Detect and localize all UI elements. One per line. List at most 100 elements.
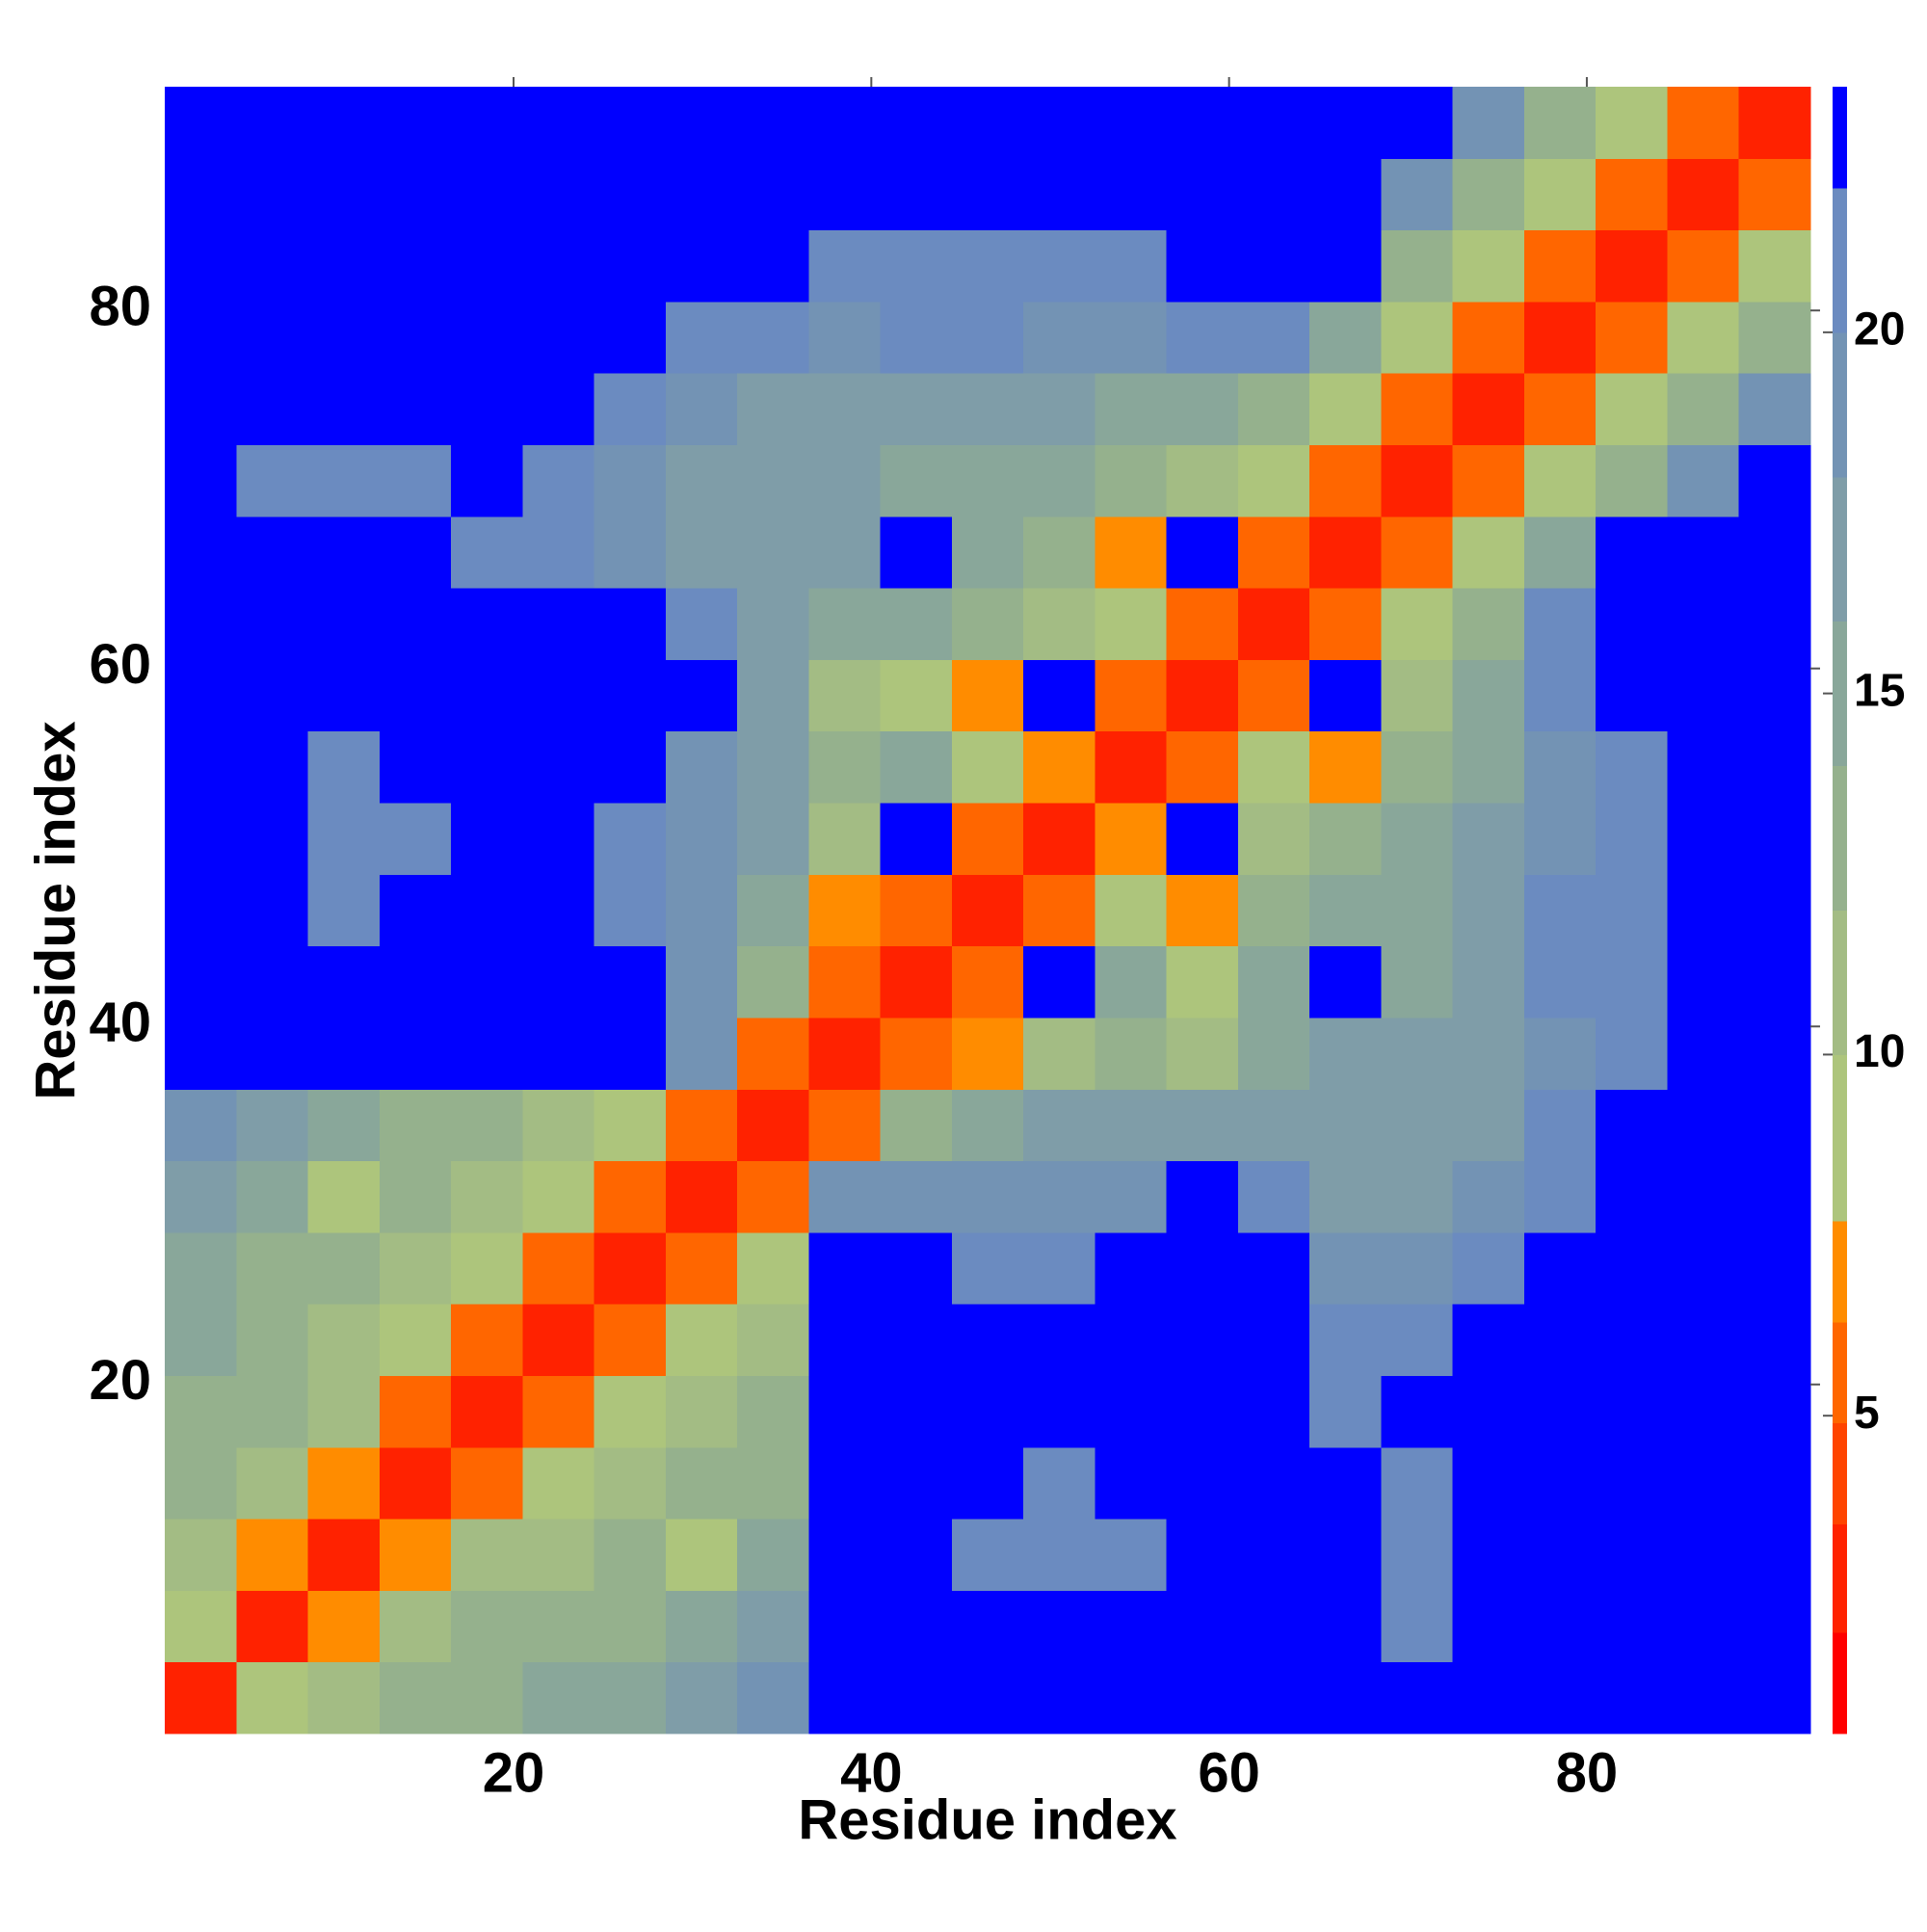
heat-cell — [1095, 158, 1168, 231]
heat-cell — [1452, 1519, 1525, 1591]
heat-cell — [236, 1519, 309, 1591]
heat-cell — [1166, 301, 1239, 374]
heat-cell — [880, 158, 953, 231]
heat-cell — [165, 158, 237, 231]
heat-cell — [880, 373, 953, 446]
heat-cell — [236, 301, 309, 374]
heat-cell — [665, 1304, 738, 1376]
heat-cell — [880, 945, 953, 1019]
heat-cell — [165, 87, 237, 159]
heat-cell — [307, 301, 381, 374]
heat-cell — [1596, 301, 1668, 374]
heat-cell — [307, 730, 381, 804]
heat-cell — [1381, 444, 1454, 517]
heat-cell — [1667, 1519, 1740, 1591]
heat-cell — [522, 588, 595, 660]
heat-cell — [1095, 1304, 1168, 1376]
colorbar-step — [1833, 910, 1847, 1055]
heat-cell — [522, 1590, 595, 1663]
heat-cell — [1237, 1375, 1310, 1448]
heat-cell — [737, 516, 809, 589]
heat-cell — [1309, 588, 1382, 660]
heat-cell — [1452, 588, 1525, 660]
heat-cell — [1738, 1446, 1811, 1520]
heat-cell — [1095, 874, 1168, 947]
heat-cell — [451, 730, 523, 804]
heat-cell — [594, 1375, 667, 1448]
heat-cell — [665, 1231, 738, 1305]
heat-cell — [379, 1017, 452, 1090]
colorbar-step — [1833, 1321, 1847, 1424]
heat-cell — [1596, 444, 1668, 517]
heat-cell — [307, 516, 381, 589]
heat-cell — [1738, 1590, 1811, 1663]
heat-cell — [951, 373, 1024, 446]
heat-cell — [1523, 730, 1597, 804]
heat-cell — [808, 1661, 882, 1734]
heat-cell — [379, 730, 452, 804]
heat-cell — [236, 444, 309, 517]
colorbar-step — [1833, 1632, 1847, 1734]
heat-cell — [1523, 373, 1597, 446]
heat-cell — [1523, 1160, 1597, 1233]
heat-cell — [1309, 1231, 1382, 1305]
heat-cell — [1095, 945, 1168, 1019]
heat-cell — [737, 1231, 809, 1305]
heat-cell — [665, 158, 738, 231]
heat-cell — [880, 730, 953, 804]
heat-cell — [808, 1231, 882, 1305]
heat-cell — [594, 874, 667, 947]
heat-cell — [1309, 1446, 1382, 1520]
heat-cell — [522, 158, 595, 231]
heat-cell — [1023, 588, 1095, 660]
heat-cell — [594, 373, 667, 446]
heat-cell — [165, 1375, 237, 1448]
heat-cell — [1738, 803, 1811, 875]
heat-cell — [808, 1089, 882, 1162]
heat-cell — [522, 1375, 595, 1448]
heat-cell — [808, 1017, 882, 1090]
heat-cell — [951, 1519, 1024, 1591]
y-tick-label: 40 — [89, 992, 151, 1054]
heat-cell — [1596, 1089, 1668, 1162]
heat-cell — [1738, 659, 1811, 732]
heat-cell — [1095, 301, 1168, 374]
heat-cell — [1381, 158, 1454, 231]
heat-cell — [1023, 1590, 1095, 1663]
heat-cell — [236, 1661, 309, 1734]
heat-cell — [1452, 373, 1525, 446]
heat-cell — [307, 1590, 381, 1663]
heat-cell — [737, 87, 809, 159]
heat-cell — [1237, 730, 1310, 804]
heat-cell — [880, 659, 953, 732]
heat-cell — [1023, 1304, 1095, 1376]
heat-cell — [236, 1375, 309, 1448]
heat-cell — [379, 1304, 452, 1376]
heat-cell — [665, 444, 738, 517]
heat-cell — [594, 1231, 667, 1305]
heat-cell — [1166, 1304, 1239, 1376]
heat-cell — [451, 1017, 523, 1090]
heat-cell — [1452, 1089, 1525, 1162]
heat-cell — [1166, 1446, 1239, 1520]
heat-cell — [1596, 1446, 1668, 1520]
heat-cell — [1596, 1375, 1668, 1448]
heat-cell — [594, 1590, 667, 1663]
heat-cell — [1523, 444, 1597, 517]
heat-cell — [451, 945, 523, 1019]
colorbar-step — [1833, 1422, 1847, 1525]
heat-cell — [594, 588, 667, 660]
heat-cell — [594, 1017, 667, 1090]
heat-cell — [1237, 444, 1310, 517]
heat-cell — [1237, 1160, 1310, 1233]
heat-cell — [451, 444, 523, 517]
heat-cell — [880, 874, 953, 947]
heat-cell — [1023, 1017, 1095, 1090]
heat-cell — [379, 1661, 452, 1734]
heat-cell — [1523, 1375, 1597, 1448]
heat-cell — [165, 301, 237, 374]
heat-cell — [880, 301, 953, 374]
heat-cell — [1166, 730, 1239, 804]
heat-cell — [1667, 730, 1740, 804]
heat-cell — [1381, 1661, 1454, 1734]
